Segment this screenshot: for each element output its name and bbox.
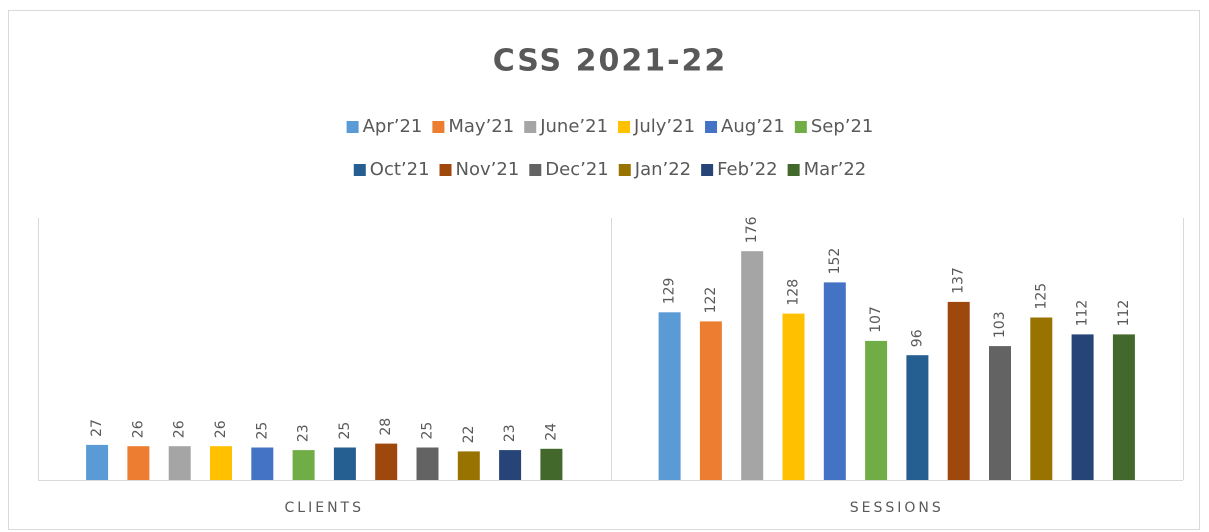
legend-swatch [705,121,718,133]
data-label: 23 [502,424,518,442]
data-label: 112 [1116,300,1132,327]
legend-swatch [439,164,452,176]
bar [540,448,563,480]
legend-label: July’21 [633,116,695,137]
bar [127,446,150,480]
data-label: 128 [786,279,802,306]
data-label: 26 [172,420,188,438]
bar [741,251,764,480]
legend-label: May’21 [448,116,514,137]
data-label: 27 [89,419,105,437]
bar [989,346,1011,480]
bar [210,446,232,480]
data-label: 122 [703,287,719,314]
chart-title: CSS 2021-22 [493,44,728,79]
bar [1112,334,1135,480]
data-label: 25 [254,422,270,440]
legend-label: Jan’22 [634,159,691,180]
legend-swatch [524,121,537,133]
bar [375,443,398,480]
legend-label: Mar’22 [804,159,867,180]
bar [823,282,846,480]
legend-swatch [432,121,445,133]
bar [906,355,929,480]
data-label: 23 [296,424,312,442]
data-label: 125 [1033,283,1049,310]
bar [457,451,480,480]
bar [499,450,522,480]
data-label: 137 [951,267,967,294]
x-tick-label: SESSIONS [850,500,944,516]
bar [865,340,888,480]
data-label: 24 [543,423,559,441]
data-label: 25 [420,422,436,440]
legend-label: June’21 [539,116,608,137]
data-label: 26 [130,420,146,438]
bar [416,447,439,480]
legend-label: Aug’21 [721,116,785,137]
legend-swatch [787,164,800,176]
legend-swatch [794,121,807,133]
data-label: 176 [744,216,760,243]
bar [1030,317,1053,480]
x-tick-label: CLIENTS [285,500,364,516]
legend-row: Apr’21 May’21 June’21 July’21 Aug’21 Sep’21 [346,116,874,137]
data-label: 26 [213,420,229,438]
data-label: 112 [1075,300,1091,327]
bar [782,313,805,480]
bar [292,450,315,480]
legend-label: Feb’22 [717,159,778,180]
bar [947,301,970,480]
legend-swatch [701,164,714,176]
data-label: 103 [992,311,1008,338]
data-label: 25 [337,422,353,440]
legend-row: Oct’21 Nov’21 Dec’21 Jan’22 Feb’22 Mar’22 [353,159,867,180]
data-label: 28 [378,418,394,436]
bar [168,446,191,480]
bar [333,447,356,480]
bar [699,321,722,480]
data-label: 22 [461,426,477,444]
legend-swatch [353,164,366,176]
legend-swatch [529,164,542,176]
bar [86,444,109,480]
data-label: 107 [868,306,884,333]
legend-swatch [618,164,631,176]
legend-label: Nov’21 [456,159,520,180]
bar [658,312,681,480]
legend-label: Dec’21 [545,159,608,180]
data-label: 96 [909,329,925,347]
legend-swatch [618,121,631,133]
data-label: 152 [827,248,843,275]
bar [251,447,274,480]
legend-label: Apr’21 [363,116,423,137]
legend-swatch [346,121,359,133]
data-label: 129 [662,278,678,305]
legend-label: Oct’21 [370,159,430,180]
bar [1071,334,1094,480]
legend-label: Sep’21 [811,116,874,137]
